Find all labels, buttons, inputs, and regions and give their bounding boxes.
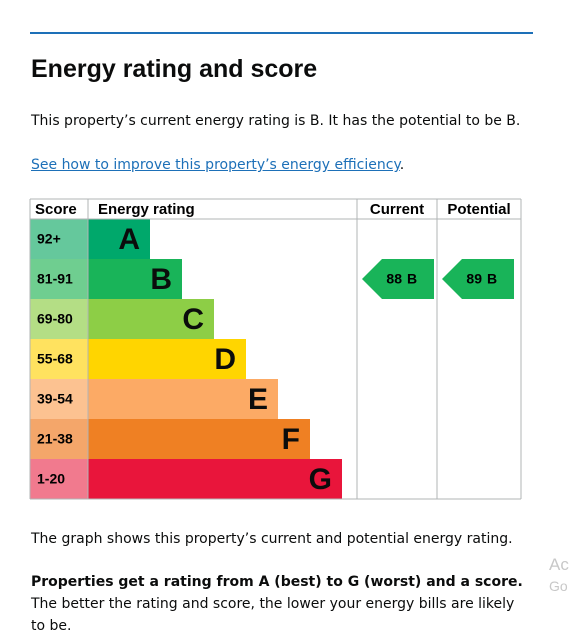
link-suffix: . [399,157,405,173]
score-cell [30,419,88,459]
note: Properties get a rating from A (best) to… [31,571,526,637]
link-line: See how to improve this property’s energ… [31,154,404,176]
column-header: Current [370,201,424,218]
top-rule [30,32,533,34]
potential-band: B [487,271,497,287]
score-range: 1-20 [37,471,65,487]
score-range: 69-80 [37,311,73,327]
score-range: 81-91 [37,271,73,287]
page-title: Energy rating and score [31,55,318,83]
score-range: 55-68 [37,351,73,367]
improve-link[interactable]: See how to improve this property’s energ… [31,157,400,173]
score-range: 39-54 [37,391,73,407]
score-cell [30,459,88,499]
column-header: Energy rating [98,201,195,218]
rating-bar [88,259,182,299]
band-letter: E [248,383,268,416]
rating-bar [88,379,278,419]
score-cell [30,259,88,299]
score-range: 92+ [37,231,61,247]
band-letter: D [214,343,236,376]
watermark: Go [549,578,568,594]
current-score: 88 [386,271,402,287]
column-header: Potential [447,201,510,218]
watermark: Ac [549,555,569,574]
band-letter: C [182,303,204,336]
rating-bar [88,219,150,259]
column-header: Score [35,201,77,218]
note-bold: Properties get a rating from A (best) to… [31,574,523,590]
rating-chart: Score Energy rating Current Potential 92+ A 81… [29,198,522,500]
band-letter: F [282,423,300,456]
caption: The graph shows this property’s current … [31,531,513,547]
score-cell [30,299,88,339]
intro: This property’s current energy rating is… [31,113,521,129]
note-rest: The better the rating and score, the low… [31,596,515,634]
current-arrow [362,259,434,299]
potential-arrow [442,259,514,299]
score-range: 21-38 [37,431,73,447]
band-letter: G [309,463,332,496]
band-letter: B [150,263,172,296]
rating-bar [88,299,214,339]
current-band: B [407,271,417,287]
rating-bar [88,419,310,459]
rating-bar [88,459,342,499]
rating-bar [88,339,246,379]
potential-score: 89 [466,271,482,287]
score-cell [30,339,88,379]
band-letter: A [118,223,140,256]
score-cell [30,219,88,259]
score-cell [30,379,88,419]
